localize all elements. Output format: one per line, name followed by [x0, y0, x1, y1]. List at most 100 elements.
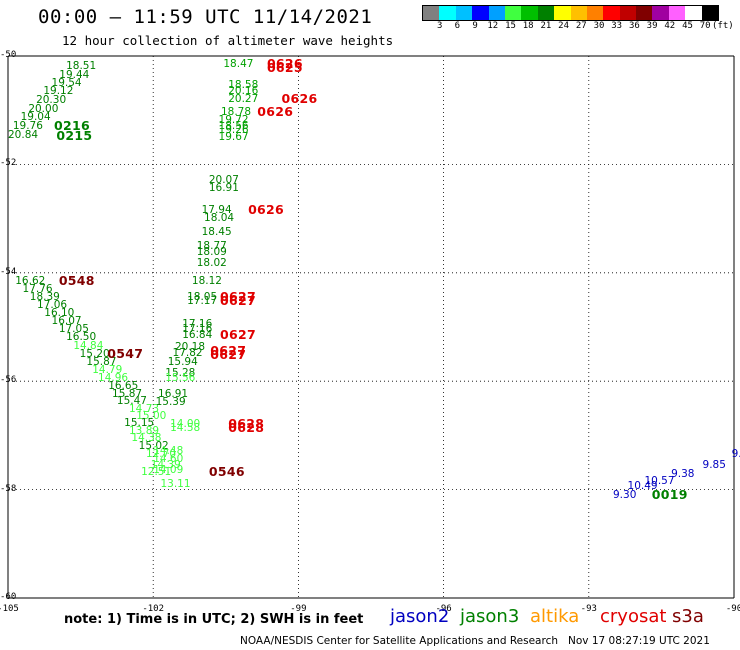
wave-height-value: 19.72: [218, 113, 249, 126]
wave-height-value: 19.67: [218, 130, 249, 143]
wave-height-value: 14.09: [153, 464, 184, 477]
scale-label: 33: [611, 21, 623, 31]
scale-swatch: [455, 6, 473, 20]
latitude-tick-label: -54: [0, 266, 17, 277]
legend-altika: altika: [530, 606, 580, 627]
wave-height-value: 18.77: [196, 240, 227, 253]
wave-height-value: 9.30: [613, 488, 637, 501]
wave-height-value: 14.00: [170, 418, 201, 431]
longitude-tick-label: -96: [435, 604, 452, 614]
wave-height-value: 18.58: [228, 79, 259, 92]
scale-label: 45: [682, 21, 693, 31]
wave-height-value: 15.00: [136, 410, 167, 422]
wave-height-value: 16.50: [66, 331, 97, 344]
wave-height-value: 15.02: [138, 439, 169, 452]
wave-height-value: 19.26: [218, 124, 249, 137]
pass-time-label: 0627: [219, 288, 256, 304]
wave-height-value: 14.58: [170, 421, 201, 434]
pass-time-label: 0547: [107, 345, 144, 361]
scale-label: 18: [522, 21, 534, 31]
wave-height-value: 18.05: [187, 290, 218, 303]
wave-height-value: 15.94: [167, 355, 198, 368]
scale-label: 70: [699, 21, 711, 31]
scale-swatch: [570, 6, 587, 20]
scale-swatch: [685, 6, 702, 20]
scale-swatch: [521, 6, 538, 20]
wave-height-value: 10.49: [627, 480, 658, 493]
scale-label: 36: [628, 21, 640, 31]
wave-height-value: 15.56: [165, 372, 196, 385]
scale-label: (ft): [712, 21, 734, 31]
color-scale: [422, 5, 720, 21]
scale-swatch: [636, 6, 653, 20]
wave-height-value: 18.45: [201, 225, 232, 238]
wave-height-value: 16.62: [15, 274, 46, 287]
pass-time-label: 0628: [228, 419, 265, 435]
latitude-tick-label: -56: [0, 375, 17, 386]
wave-height-value: 20.30: [36, 94, 67, 107]
longitude-tick-label: -90: [725, 604, 740, 614]
wave-height-value: 14.96: [98, 372, 129, 385]
wave-height-value: 20.84: [8, 128, 39, 141]
pass-time-label: 0626: [248, 202, 285, 218]
wave-height-value: 16.91: [158, 388, 189, 401]
wave-height-value: 20.18: [174, 341, 206, 354]
map-subtitle: 12 hour collection of altimeter wave hei…: [62, 33, 394, 48]
wave-height-value: 20.00: [28, 102, 59, 115]
wave-height-value: 20.16: [228, 84, 259, 97]
scale-swatch: [439, 6, 456, 20]
latitude-tick-label: -50: [0, 50, 17, 60]
wave-height-value: 17.16: [182, 323, 213, 336]
color-scale-labels: 3 6 9 12 15 18 21 24 27 30 33 36 39 42 45 70 (ft): [422, 21, 740, 33]
wave-height-value: 15.20: [79, 347, 110, 360]
scale-swatch: [504, 6, 522, 20]
wave-height-value: 9.85: [702, 458, 726, 471]
scale-swatch: [652, 6, 669, 20]
scale-label: 6: [454, 21, 461, 31]
pass-time-label: 0546: [208, 463, 245, 479]
pass-time-label: 0626: [266, 55, 303, 71]
wave-height-value: 20.27: [228, 92, 259, 105]
wave-height-value: 18.56: [218, 120, 249, 133]
wave-height-value: 12.51: [141, 465, 172, 478]
scale-swatch: [603, 6, 620, 20]
wave-height-value: 18.78: [220, 106, 252, 119]
wave-height-value: 17.06: [37, 298, 68, 311]
pass-time-label: 0216: [53, 118, 90, 134]
wave-height-value: 17.82: [172, 346, 203, 359]
scale-swatch: [472, 6, 489, 20]
latitude-tick-label: -58: [0, 483, 17, 494]
pass-time-label: 0548: [58, 272, 95, 288]
wave-height-value: 16.10: [44, 307, 75, 320]
wave-height-value: 15.39: [155, 396, 186, 409]
wave-height-value: 15.28: [165, 366, 196, 379]
pass-time-label: 0627: [219, 292, 256, 308]
scale-swatch: [488, 6, 505, 20]
wave-height-value: 19.12: [43, 85, 74, 98]
pass-time-label: 0627: [219, 326, 256, 342]
scale-swatch: [701, 6, 719, 20]
wave-height-value: 15.87: [112, 388, 143, 401]
scale-label: 30: [593, 21, 605, 31]
wave-height-value: 18.04: [204, 212, 235, 225]
wave-height-value: 20.07: [208, 174, 239, 187]
wave-height-value: 17.05: [58, 323, 89, 336]
legend-cryosat: cryosat: [600, 606, 667, 627]
wave-height-value: 18.02: [196, 256, 227, 269]
wave-height-value: 16.65: [108, 380, 139, 393]
scale-swatch: [586, 6, 604, 20]
longitude-tick-label: -99: [290, 604, 307, 614]
wave-height-value: 19.04: [20, 111, 51, 124]
wave-height-value: 17.76: [22, 282, 53, 295]
wave-height-value: 14.84: [73, 339, 104, 352]
wave-height-value: 14.73: [129, 402, 160, 415]
scale-label: 39: [646, 21, 658, 31]
scale-swatch: [537, 6, 555, 20]
pass-time-label: 0627: [210, 346, 247, 362]
scale-label: 24: [558, 21, 570, 31]
wave-height-value: 13.11: [160, 477, 191, 490]
wave-height-value: 16.07: [51, 315, 82, 328]
wave-height-value: 9.38: [671, 468, 695, 480]
pass-time-label: 0628: [228, 416, 265, 432]
